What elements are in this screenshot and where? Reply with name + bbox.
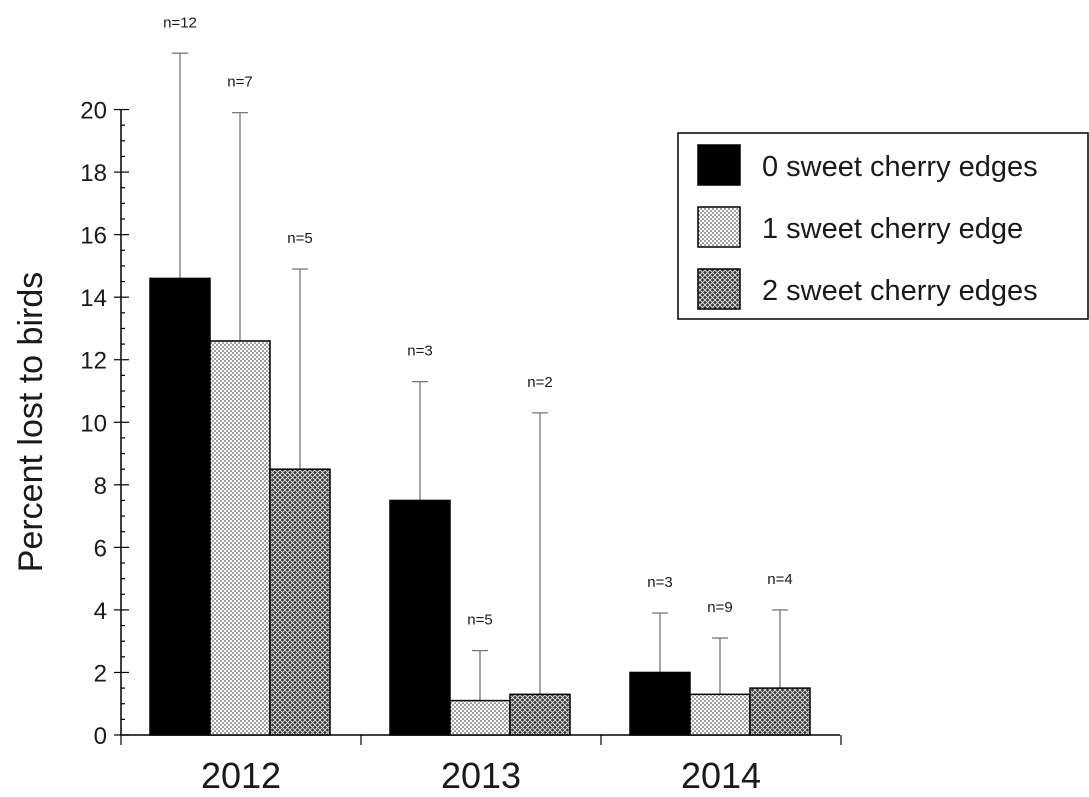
y-tick-label: 16 [80,223,107,250]
y-tick-label: 14 [80,285,107,312]
y-axis-label: Percent lost to birds [12,272,50,572]
n-label: n=9 [707,599,732,616]
x-tick-label: 2013 [441,755,521,792]
n-label: n=3 [647,574,672,591]
x-tick-label: 2014 [681,755,761,792]
bar [209,340,271,736]
n-label: n=2 [527,374,552,391]
legend-swatch [697,144,741,186]
bar [689,693,751,736]
legend-entry-label: 2 sweet cherry edges [762,275,1038,307]
y-tick-label: 4 [94,598,107,625]
legend-box [677,132,1089,320]
n-label: n=12 [163,14,197,31]
legend-entry-label: 0 sweet cherry edges [762,151,1038,183]
bars: n=12 n=7 n=5 n=3 n=5 n=2 n=3 n=9 n=4 [149,14,811,736]
x-tick-label: 2012 [201,755,281,792]
y-tick-label: 8 [94,473,107,500]
bar [449,699,511,736]
n-label: n=5 [287,230,312,247]
y-tick-label: 10 [80,410,107,437]
legend: 0 sweet cherry edges 1 sweet cherry edge 2… [677,132,1089,320]
y-tick-label: 6 [94,535,107,562]
legend-swatch [697,268,741,310]
legend-swatch [697,206,741,248]
bar [509,693,571,736]
y-tick-label: 20 [80,98,107,125]
n-label: n=5 [467,612,492,629]
axes: 0 2 4 6 8 10 12 14 16 18 20 2012 2013 2014 [80,98,842,796]
y-tick-label: 12 [80,348,107,375]
n-label: n=4 [767,571,792,588]
bar [749,687,811,736]
y-tick-label: 0 [94,723,107,750]
bar [389,499,451,736]
n-label: n=7 [227,74,252,91]
legend-entry-label: 1 sweet cherry edge [762,213,1023,245]
bar [629,671,691,736]
bar [149,277,211,736]
y-tick-label: 18 [80,160,107,187]
y-tick-label: 2 [94,660,107,687]
n-label: n=3 [407,343,432,360]
bar [269,468,331,736]
